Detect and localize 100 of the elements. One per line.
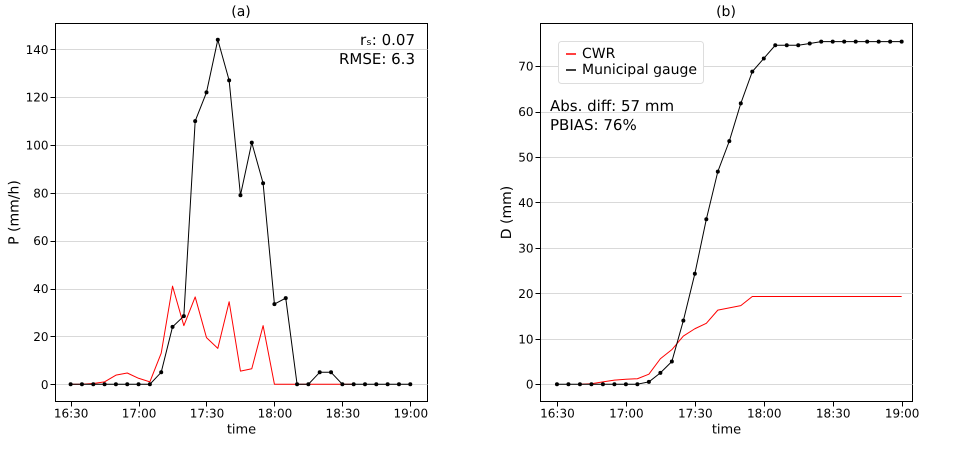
point: [784, 43, 789, 48]
point: [624, 382, 628, 386]
y-tick-label: 100: [26, 138, 48, 153]
point: [204, 90, 208, 94]
point: [114, 382, 118, 386]
y-tick-label: 60: [518, 105, 534, 120]
x-tick-label: 18:30: [816, 406, 851, 420]
annotation: PBIAS: 76%: [550, 116, 637, 134]
point: [865, 40, 870, 44]
point: [554, 382, 559, 386]
point: [396, 382, 401, 386]
point: [182, 314, 186, 318]
chart-title: (a): [231, 4, 251, 20]
point: [318, 370, 322, 374]
point: [762, 56, 766, 60]
y-tick-label: 30: [518, 241, 534, 256]
point: [148, 382, 152, 386]
point: [216, 38, 220, 42]
point: [692, 272, 697, 276]
point: [329, 370, 334, 374]
point: [125, 382, 130, 386]
point: [68, 382, 73, 386]
x-tick-label: 17:30: [678, 406, 713, 420]
point: [306, 382, 310, 386]
point: [170, 324, 175, 329]
point: [295, 382, 300, 386]
point: [854, 40, 858, 44]
x-tick-label: 17:00: [609, 406, 644, 420]
point: [589, 382, 594, 386]
point: [363, 382, 368, 386]
point: [272, 302, 276, 306]
y-tick-label: 60: [33, 234, 48, 248]
legend-label: Municipal gauge: [582, 62, 697, 78]
x-tick-label: 16:30: [540, 406, 575, 420]
annotation: Abs. diff: 57 mm: [550, 97, 674, 115]
point: [238, 193, 242, 198]
x-tick-label: 19:00: [393, 406, 428, 420]
x-tick-label: 18:00: [746, 406, 782, 420]
y-axis-title: D (mm): [499, 186, 516, 240]
x-tick-label: 17:00: [122, 406, 156, 420]
y-tick-label: 10: [518, 332, 534, 346]
point: [888, 40, 892, 44]
point: [102, 382, 107, 386]
y-tick-label: 140: [26, 42, 48, 57]
y-tick-label: 80: [33, 186, 48, 200]
y-tick-label: 70: [518, 60, 534, 74]
legend-label: CWR: [582, 46, 616, 62]
annotation: RMSE: 6.3: [338, 50, 415, 68]
x-axis-title: time: [712, 422, 742, 438]
y-tick-label: 0: [40, 378, 48, 392]
point: [374, 382, 378, 386]
point: [658, 370, 662, 375]
point: [91, 382, 96, 386]
point: [284, 296, 288, 300]
y-tick-label: 120: [26, 90, 48, 105]
point: [600, 382, 605, 386]
point: [566, 382, 570, 386]
point: [193, 119, 198, 124]
point: [612, 382, 616, 386]
x-tick-label: 19:00: [884, 406, 920, 420]
point: [670, 359, 674, 364]
point: [352, 382, 356, 386]
x-axis-title: time: [226, 422, 256, 438]
point: [340, 382, 344, 386]
point: [261, 181, 266, 186]
point: [750, 70, 754, 74]
y-tick-label: 50: [518, 150, 534, 165]
point: [646, 380, 651, 384]
point: [819, 40, 824, 44]
point: [773, 43, 778, 48]
point: [578, 382, 582, 386]
y-tick-label: 0: [526, 378, 534, 392]
y-tick-label: 20: [518, 286, 534, 301]
point: [250, 140, 254, 145]
point: [796, 43, 800, 48]
point: [227, 78, 232, 82]
point: [386, 382, 390, 386]
point: [727, 139, 732, 144]
chart-title: (b): [716, 4, 736, 20]
y-tick-label: 20: [33, 330, 48, 344]
x-tick-label: 16:30: [54, 406, 88, 420]
point: [738, 101, 743, 106]
point: [408, 382, 412, 386]
point: [681, 318, 686, 323]
x-tick-label: 17:30: [190, 406, 224, 420]
point: [159, 370, 164, 374]
point: [900, 40, 904, 44]
point: [842, 40, 846, 44]
annotation: rₛ: 0.07: [360, 31, 415, 49]
point: [80, 382, 84, 386]
point: [716, 170, 720, 174]
y-tick-label: 40: [518, 196, 534, 210]
point: [876, 40, 881, 44]
point: [830, 40, 835, 44]
point: [808, 41, 812, 46]
x-tick-label: 18:00: [258, 406, 292, 420]
point: [136, 382, 141, 386]
x-tick-label: 18:30: [326, 406, 360, 420]
y-axis-title: P (mm/h): [6, 180, 23, 245]
point: [635, 382, 640, 386]
